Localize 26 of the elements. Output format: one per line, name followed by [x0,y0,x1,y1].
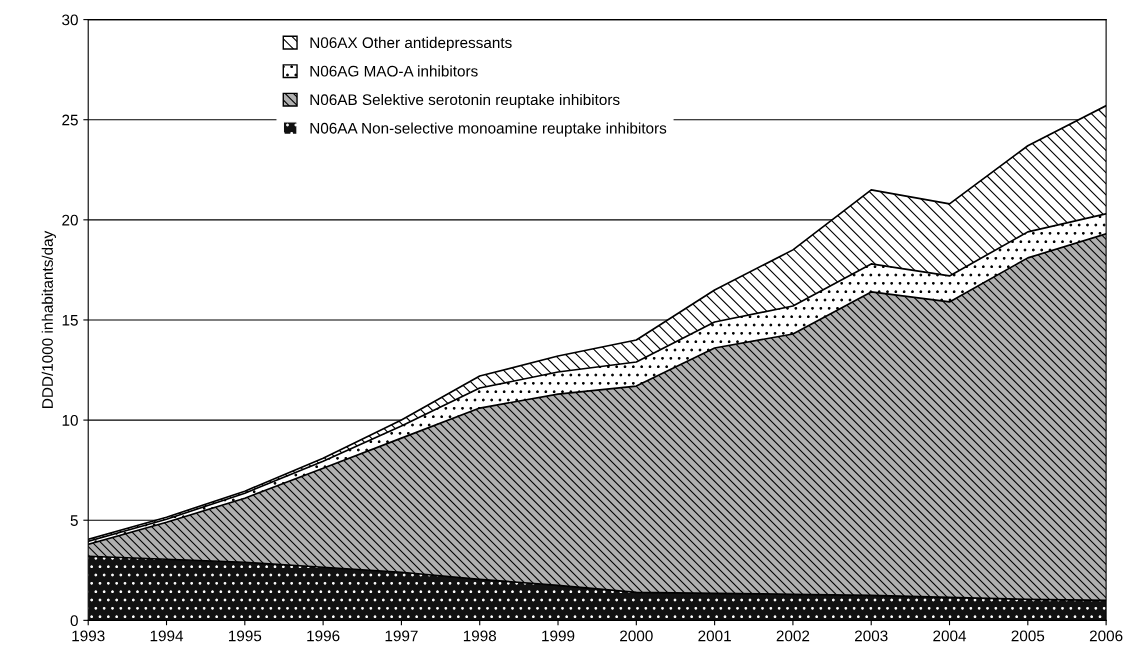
x-tick-label: 1997 [385,630,418,642]
legend-label: N06AB Selektive serotonin reuptake inhibitors [310,93,620,109]
x-tick-label: 2001 [698,630,731,642]
x-tick-label: 1999 [542,630,575,642]
y-tick-label: 10 [62,414,78,426]
x-tick-label: 2005 [1011,630,1045,642]
x-tick-label: 2003 [854,630,888,642]
y-tick-label: 5 [70,515,78,526]
x-tick-label: 1993 [72,630,105,642]
legend-label: N06AX Other antidepressants [310,36,512,52]
legend-label: N06AA Non-selective monoamine reuptake inhibitors [310,122,667,137]
y-tick-label: 15 [62,315,78,326]
x-tick-label: 1994 [150,630,184,642]
x-tick-label: 1995 [228,630,262,642]
legend-label: N06AG MAO-A inhibitors [310,65,478,77]
x-tick-label: 2006 [1089,630,1123,642]
y-tick-label: 30 [62,14,78,26]
x-tick-label: 2000 [620,630,653,642]
x-tick-label: 2004 [933,630,967,642]
y-tick-label: 20 [62,214,78,226]
x-tick-label: 1998 [463,630,497,642]
y-tick-label: 25 [62,114,78,126]
y-tick-label: 0 [70,615,78,627]
y-axis-title: DDD/1000 inhabitants/day [41,230,56,408]
x-tick-label: 1996 [307,630,340,642]
x-tick-label: 2002 [776,630,810,642]
